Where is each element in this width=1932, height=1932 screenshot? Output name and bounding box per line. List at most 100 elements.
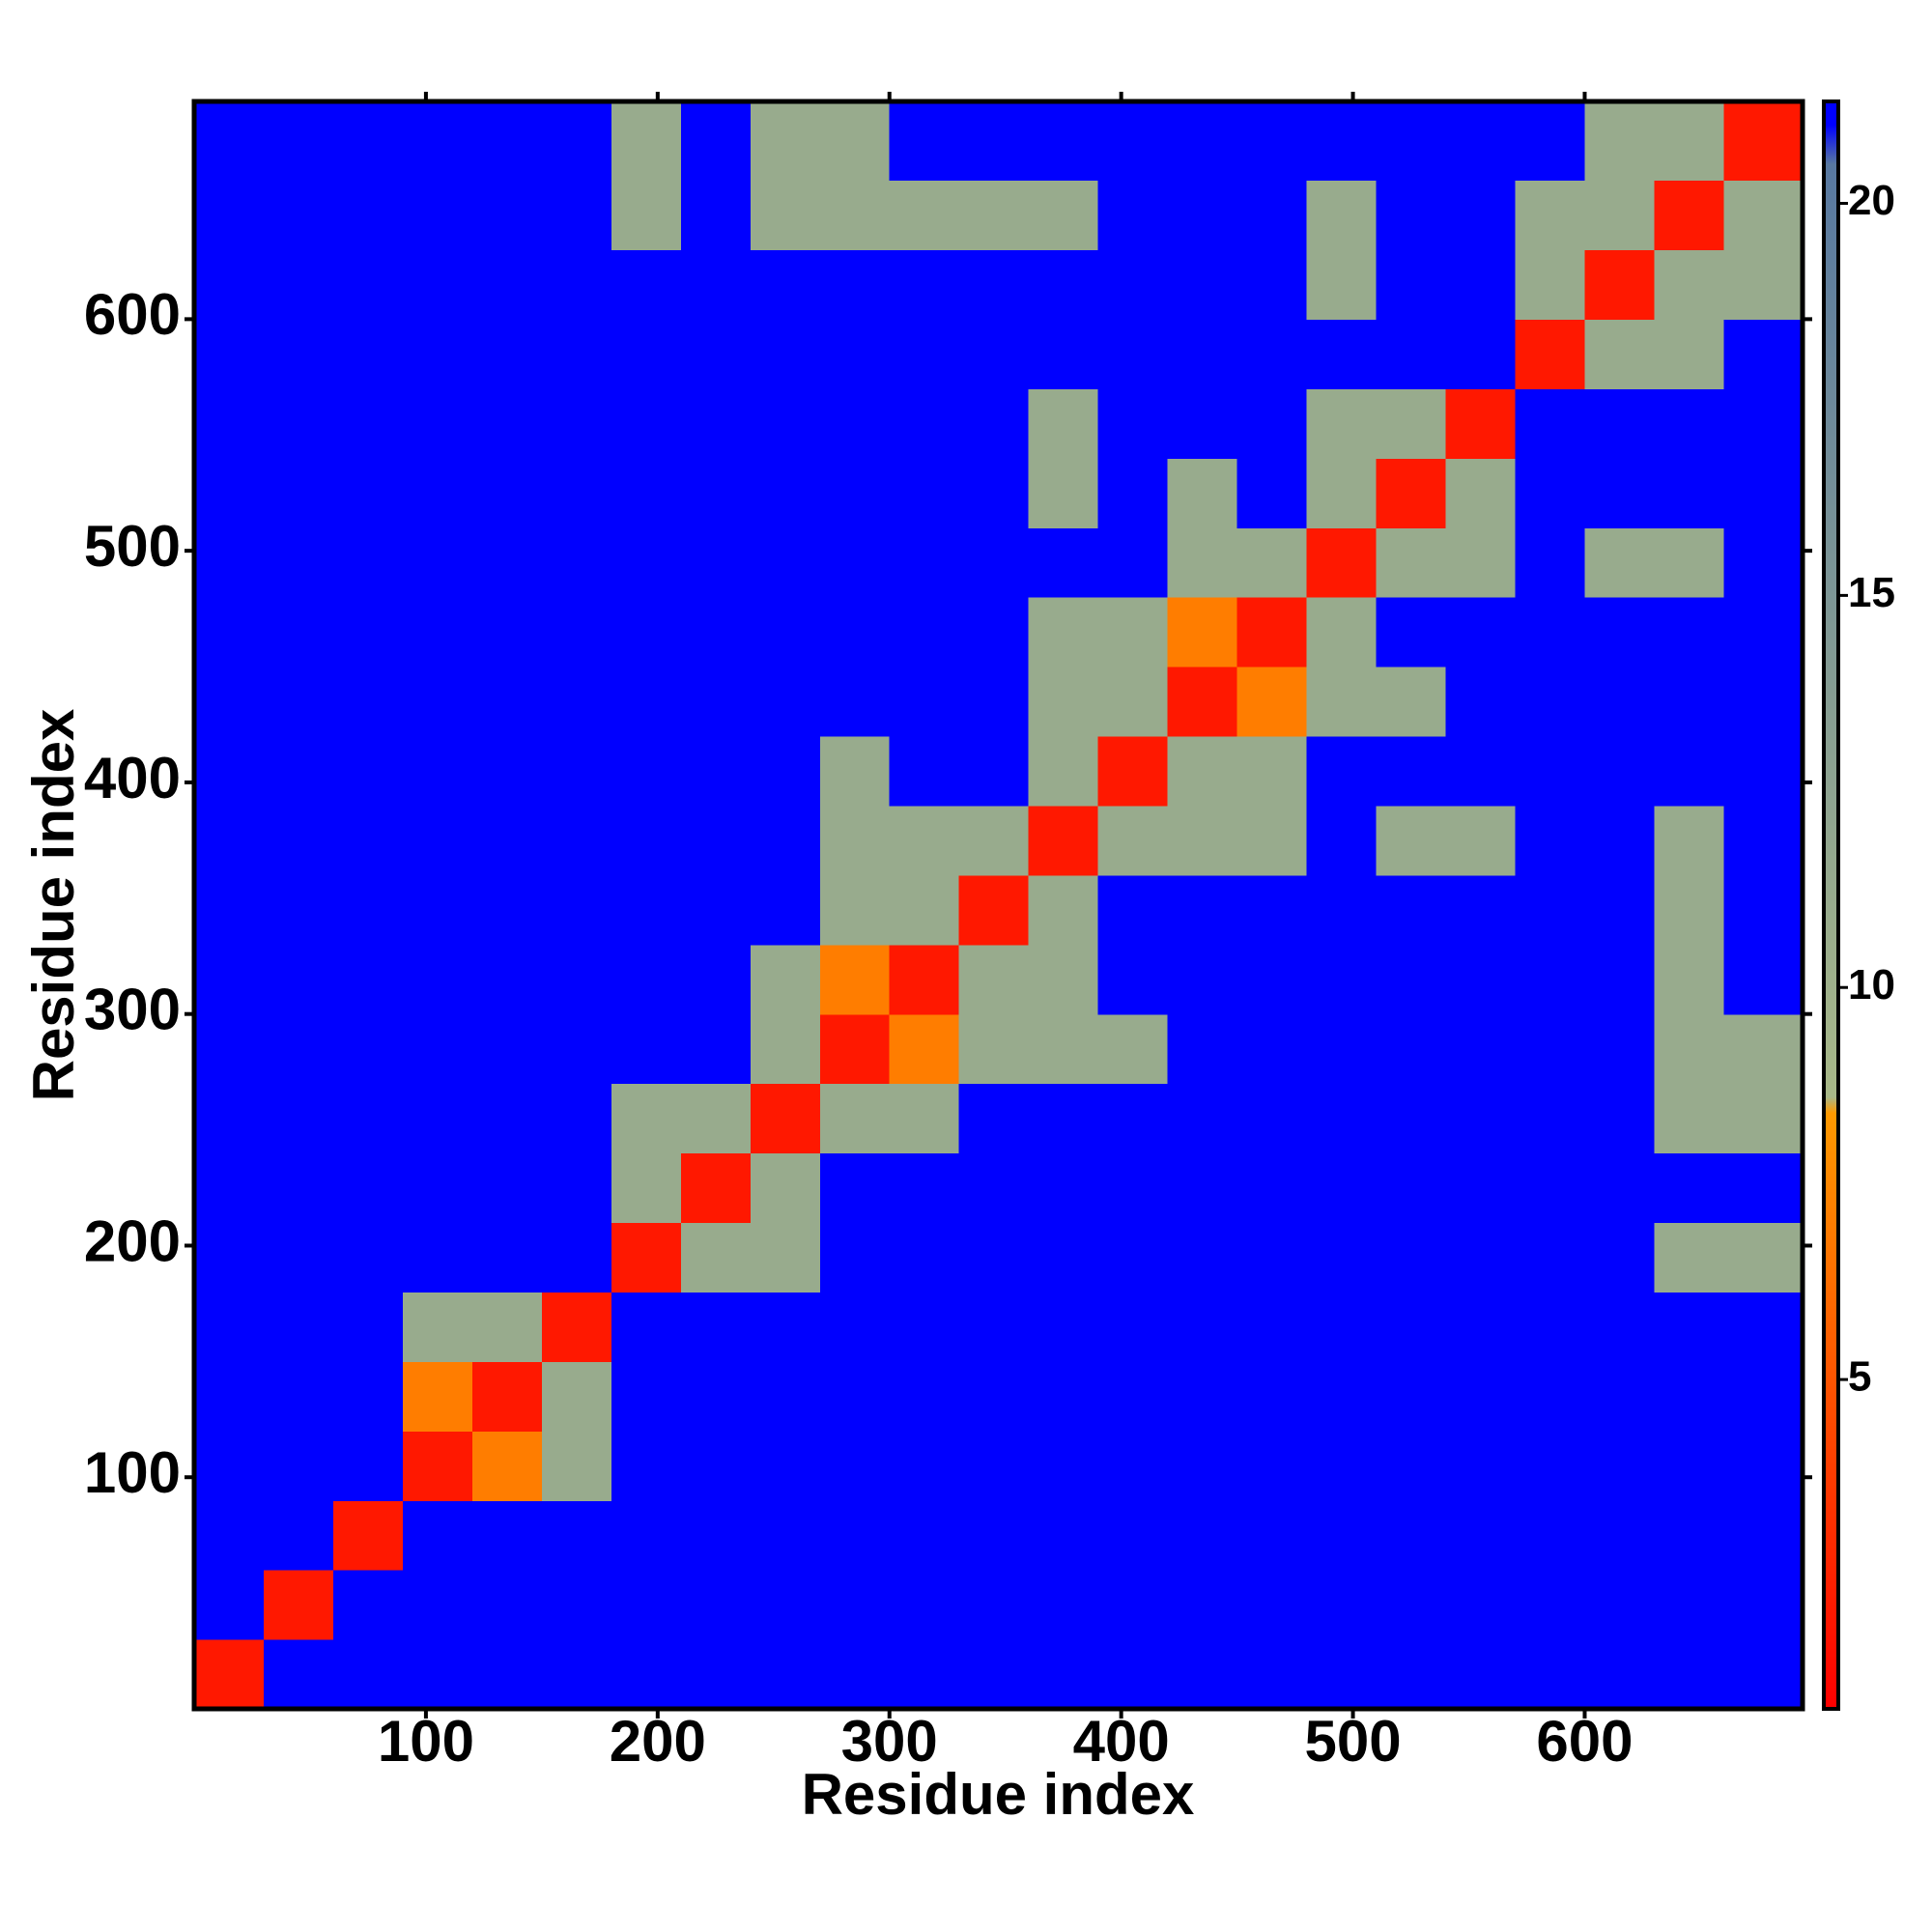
heatmap-cell <box>1376 1361 1447 1432</box>
heatmap-cell <box>889 1639 960 1710</box>
heatmap-cell <box>1584 388 1656 459</box>
heatmap-cell <box>1654 1152 1725 1224</box>
heatmap-cell <box>194 319 265 389</box>
heatmap-cell <box>680 249 752 320</box>
heatmap-cell <box>1723 667 1804 737</box>
x-tick-label: 200 <box>610 1709 706 1774</box>
heatmap-cell <box>1097 1013 1169 1085</box>
heatmap-cell <box>680 388 752 459</box>
heatmap-cell <box>750 1083 821 1154</box>
heatmap-cell <box>1515 1083 1586 1154</box>
heatmap-cell <box>332 388 404 459</box>
heatmap-cell <box>889 180 960 251</box>
heatmap-cell <box>1515 527 1586 598</box>
heatmap-cell <box>471 1013 543 1085</box>
heatmap-cell <box>402 527 473 598</box>
heatmap-cell <box>1236 874 1308 946</box>
heatmap-cell <box>1376 667 1447 737</box>
heatmap-cell <box>1028 388 1099 459</box>
heatmap-cell <box>750 319 821 389</box>
heatmap-cell <box>402 805 473 876</box>
heatmap-cell <box>263 1152 334 1224</box>
heatmap-cell <box>471 180 543 251</box>
heatmap-cell <box>402 180 473 251</box>
heatmap-cell <box>194 1500 265 1571</box>
heatmap-cell <box>889 1292 960 1362</box>
heatmap-cell <box>889 1222 960 1293</box>
heatmap-cell <box>1236 527 1308 598</box>
heatmap-cell <box>889 1361 960 1432</box>
heatmap-cell <box>1376 527 1447 598</box>
heatmap-cell <box>1515 874 1586 946</box>
heatmap-cell <box>1167 101 1238 182</box>
heatmap-cell <box>1723 944 1804 1015</box>
heatmap-cell <box>611 101 682 182</box>
heatmap-cell <box>750 1222 821 1293</box>
heatmap-cell <box>889 1570 960 1640</box>
heatmap-cell <box>611 1222 682 1293</box>
heatmap-cell <box>1028 1152 1099 1224</box>
heatmap-cell <box>819 101 891 182</box>
heatmap-cell <box>1097 527 1169 598</box>
heatmap-cell <box>680 1361 752 1432</box>
heatmap-cell <box>263 1083 334 1154</box>
heatmap-cell <box>194 1570 265 1640</box>
heatmap-cell <box>819 874 891 946</box>
heatmap-cell <box>750 1431 821 1501</box>
heatmap-cell <box>1654 1013 1725 1085</box>
heatmap-cell <box>332 874 404 946</box>
heatmap-cell <box>541 249 612 320</box>
heatmap-cell <box>1167 319 1238 389</box>
heatmap-cell <box>1723 805 1804 876</box>
heatmap-cell <box>1723 1431 1804 1501</box>
heatmap-cell <box>1028 1361 1099 1432</box>
heatmap-cell <box>889 458 960 528</box>
heatmap-cell <box>958 319 1030 389</box>
heatmap-cell <box>1584 874 1656 946</box>
heatmap-cell <box>680 667 752 737</box>
heatmap-cell <box>1584 1639 1656 1710</box>
heatmap-cell <box>1584 597 1656 668</box>
heatmap-cell <box>1028 180 1099 251</box>
heatmap-cell <box>1097 1292 1169 1362</box>
heatmap-cell <box>1028 249 1099 320</box>
heatmap-cell <box>1515 249 1586 320</box>
heatmap-cell <box>819 527 891 598</box>
heatmap-cell <box>402 1152 473 1224</box>
heatmap-cell <box>1097 1083 1169 1154</box>
heatmap-cell <box>1445 527 1517 598</box>
heatmap-cell <box>1028 805 1099 876</box>
heatmap-cell <box>1097 944 1169 1015</box>
heatmap-cell <box>1236 1431 1308 1501</box>
heatmap-cell <box>750 1361 821 1432</box>
heatmap-cell <box>1376 388 1447 459</box>
heatmap-cell <box>958 527 1030 598</box>
heatmap-cell <box>889 944 960 1015</box>
heatmap-cell <box>611 458 682 528</box>
heatmap-cell <box>1097 458 1169 528</box>
heatmap-cell <box>194 1222 265 1293</box>
heatmap-cell <box>750 388 821 459</box>
heatmap-cell <box>541 667 612 737</box>
heatmap-cell <box>958 180 1030 251</box>
heatmap-cell <box>541 1013 612 1085</box>
heatmap-cell <box>402 667 473 737</box>
heatmap-cell <box>680 805 752 876</box>
heatmap-cell <box>1654 1292 1725 1362</box>
heatmap-cell <box>750 805 821 876</box>
heatmap-cell <box>1584 1152 1656 1224</box>
heatmap-cell <box>1584 249 1656 320</box>
heatmap-cell <box>1445 1013 1517 1085</box>
heatmap-cell <box>332 944 404 1015</box>
heatmap-cell <box>680 101 752 182</box>
heatmap-cell <box>194 180 265 251</box>
x-tick-label: 300 <box>841 1709 938 1774</box>
y-tick-label: 200 <box>84 1208 181 1273</box>
heatmap-cell <box>1723 735 1804 807</box>
heatmap-cell <box>819 944 891 1015</box>
heatmap-cell <box>611 667 682 737</box>
heatmap-cell <box>819 805 891 876</box>
heatmap-cell <box>611 249 682 320</box>
heatmap-cell <box>1723 1361 1804 1432</box>
heatmap-cell <box>1097 1431 1169 1501</box>
